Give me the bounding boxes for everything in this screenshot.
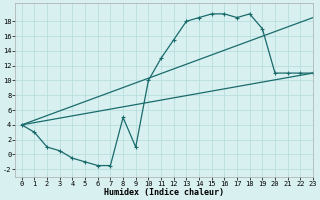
X-axis label: Humidex (Indice chaleur): Humidex (Indice chaleur) [104, 188, 224, 197]
